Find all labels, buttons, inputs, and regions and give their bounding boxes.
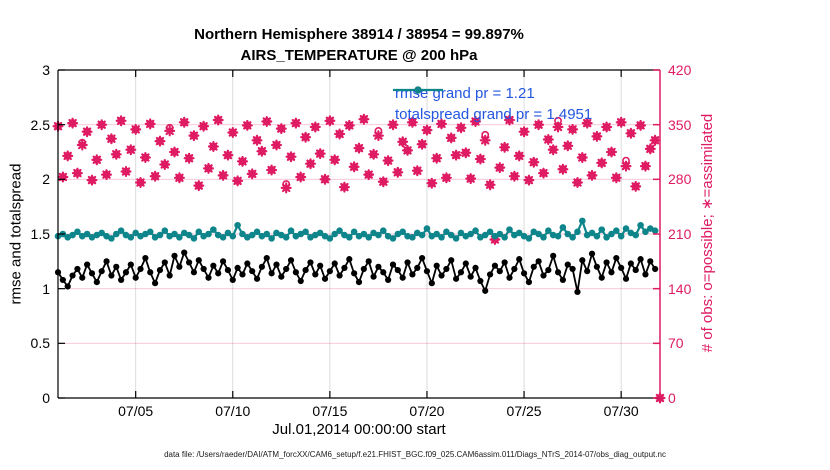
x-tick-label: 07/15	[312, 403, 348, 419]
right-y-tick-label: 210	[668, 226, 692, 242]
x-axis-label: Jul.01,2014 00:00:00 start	[272, 421, 446, 438]
left-y-tick-label: 2.5	[30, 116, 50, 133]
left-y-tick-label: 0	[42, 390, 50, 406]
x-tick-label: 07/10	[215, 403, 251, 419]
right-y-tick-label: 420	[668, 62, 692, 78]
legend-item-totalspread: totalspread grand pr = 1.4951	[392, 86, 593, 125]
x-tick-label: 07/05	[118, 403, 154, 419]
x-tick-label: 07/30	[603, 403, 639, 419]
left-y-tick-label: 0.5	[30, 335, 50, 352]
right-y-tick-label: 70	[668, 335, 684, 352]
totalspread-series	[54, 217, 659, 242]
obs-count-markers	[52, 113, 666, 404]
legend-label-totalspread: totalspread grand pr = 1.4951	[395, 106, 593, 123]
right-y-tick-label: 140	[668, 280, 692, 297]
x-tick-label: 07/25	[506, 403, 542, 419]
rmse-series	[54, 249, 659, 296]
right-y-tick-label: 350	[668, 116, 692, 133]
chart-title-line2: AIRS_TEMPERATURE @ 200 hPa	[240, 47, 478, 64]
legend-marker-totalspread-icon	[393, 86, 443, 94]
left-y-tick-label: 1.5	[30, 226, 50, 242]
legend: rmse grand pr = 1.21 totalspread grand p…	[392, 83, 592, 125]
axes	[57, 69, 661, 399]
left-y-tick-label: 2	[42, 171, 50, 188]
left-y-tick-label: 3	[42, 62, 50, 78]
right-y-tick-label: 0	[668, 390, 676, 406]
left-y-tick-label: 1	[42, 280, 50, 297]
right-y-tick-label: 280	[668, 171, 692, 188]
chart-title-line1: Northern Hemisphere 38914 / 38954 = 99.8…	[194, 26, 524, 43]
x-tick-label: 07/20	[409, 403, 445, 419]
data-file-caption: data file: /Users/raeder/DAI/ATM_forcXX/…	[164, 450, 666, 459]
